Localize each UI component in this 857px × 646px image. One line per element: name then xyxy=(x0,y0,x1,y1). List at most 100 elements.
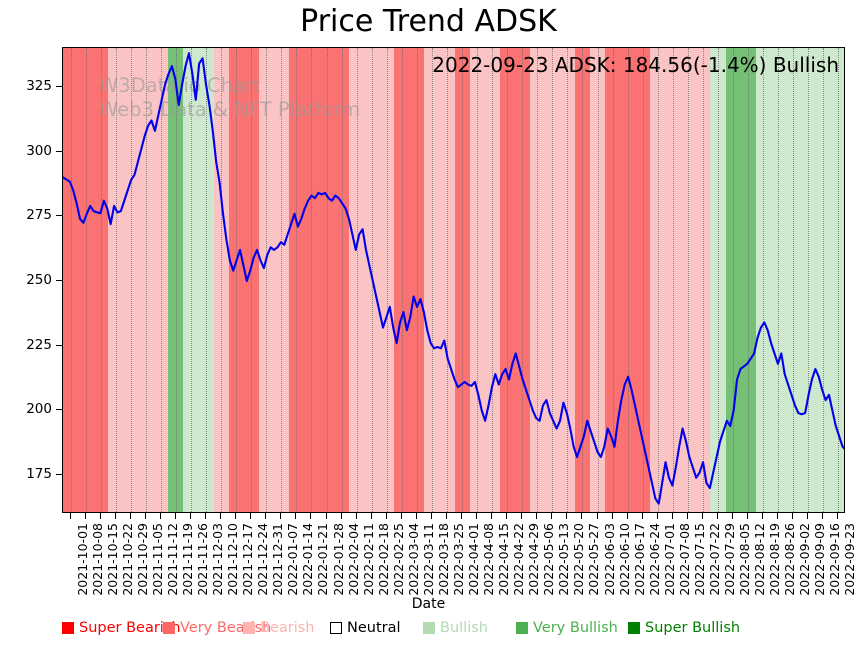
gridline xyxy=(446,48,448,512)
x-tick-mark xyxy=(250,513,252,519)
x-tick-mark xyxy=(280,513,282,519)
x-tick-label: 2022-06-10 xyxy=(616,523,632,596)
gridline xyxy=(702,48,704,512)
legend-label: Bullish xyxy=(440,620,488,636)
x-tick-mark xyxy=(370,513,372,519)
x-tick-label: 2022-03-18 xyxy=(435,523,451,596)
price-line-layer xyxy=(63,48,844,512)
sentiment-band xyxy=(830,48,844,512)
x-tick-mark xyxy=(626,513,628,519)
gridline xyxy=(100,48,102,512)
gridline xyxy=(582,48,584,512)
gridline xyxy=(296,48,298,512)
gridline xyxy=(326,48,328,512)
x-tick-mark xyxy=(762,513,764,519)
legend-label: Neutral xyxy=(347,620,401,636)
x-tick-label: 2022-07-22 xyxy=(706,523,722,596)
plot-area[interactable]: W3Data.io Chart Web3 Data & NFT Platform… xyxy=(62,47,845,513)
gridline xyxy=(416,48,418,512)
x-tick-label: 2022-04-08 xyxy=(481,523,497,596)
gridline xyxy=(477,48,479,512)
y-tick-label: 275 xyxy=(26,207,52,224)
gridline xyxy=(642,48,644,512)
x-tick-label: 2021-11-05 xyxy=(149,523,165,596)
gridline xyxy=(311,48,313,512)
y-axis-label: ADSK xyxy=(0,241,2,280)
x-tick-mark xyxy=(220,513,222,519)
x-tick-mark xyxy=(415,513,417,519)
x-tick-label: 2022-08-26 xyxy=(782,523,798,596)
x-tick-mark xyxy=(596,513,598,519)
gridline xyxy=(672,48,674,512)
legend-entry[interactable]: Bearish xyxy=(243,620,315,636)
legend-entry[interactable]: Bullish xyxy=(423,620,488,636)
x-tick-mark xyxy=(807,513,809,519)
legend-swatch xyxy=(516,622,528,634)
legend-label: Super Bearish xyxy=(79,620,181,636)
gridline xyxy=(130,48,132,512)
x-tick-label: 2021-10-22 xyxy=(119,523,135,596)
gridline xyxy=(386,48,388,512)
x-tick-label: 2022-07-08 xyxy=(676,523,692,596)
gridline xyxy=(778,48,780,512)
x-tick-mark xyxy=(701,513,703,519)
x-tick-mark xyxy=(295,513,297,519)
x-tick-label: 2021-10-08 xyxy=(89,523,105,596)
legend-swatch xyxy=(423,622,435,634)
y-tick-label: 225 xyxy=(26,336,52,353)
x-tick-label: 2021-12-10 xyxy=(225,523,241,596)
legend-swatch xyxy=(243,622,255,634)
x-tick-mark xyxy=(189,513,191,519)
x-tick-label: 2021-12-17 xyxy=(240,523,256,596)
gridline xyxy=(507,48,509,512)
x-tick-label: 2022-01-07 xyxy=(285,523,301,596)
x-tick-label: 2022-06-03 xyxy=(601,523,617,596)
x-tick-label: 2022-07-29 xyxy=(722,523,737,596)
annotation-layer: 2022-09-23 ADSK: 184.56(-1.4%) Bullish xyxy=(63,48,844,512)
legend-label: Bearish xyxy=(260,620,315,636)
legend-entry[interactable]: Super Bearish xyxy=(62,620,181,636)
x-tick-label: 2021-12-24 xyxy=(255,523,271,596)
x-tick-mark xyxy=(732,513,734,519)
x-tick-label: 2022-02-18 xyxy=(375,523,391,596)
x-tick-label: 2022-01-21 xyxy=(315,523,331,596)
gridline xyxy=(281,48,283,512)
x-tick-label: 2021-12-03 xyxy=(210,523,226,596)
y-tick-mark xyxy=(56,150,62,152)
x-tick-label: 2022-08-12 xyxy=(752,523,768,596)
y-tick-label: 250 xyxy=(26,272,52,288)
x-tick-label: 2022-06-17 xyxy=(631,523,647,596)
gridline xyxy=(627,48,629,512)
x-tick-label: 2022-07-15 xyxy=(691,523,707,596)
x-tick-mark xyxy=(536,513,538,519)
y-tick-label: 175 xyxy=(26,466,52,483)
x-tick-mark xyxy=(69,513,71,519)
x-tick-mark xyxy=(611,513,613,519)
gridline xyxy=(190,48,192,512)
gridline xyxy=(612,48,614,512)
gridline xyxy=(431,48,433,512)
gridline xyxy=(401,48,403,512)
y-tick-label: 300 xyxy=(26,142,52,159)
y-tick-mark xyxy=(56,474,62,476)
legend-entry[interactable]: Very Bullish xyxy=(516,620,618,636)
x-tick-mark xyxy=(385,513,387,519)
x-tick-mark xyxy=(476,513,478,519)
y-tick-mark xyxy=(56,85,62,87)
x-tick-mark xyxy=(84,513,86,519)
gridline xyxy=(175,48,177,512)
x-tick-label: 2022-09-23 xyxy=(842,523,857,596)
watermark: W3Data.io Chart Web3 Data & NFT Platform xyxy=(63,48,844,512)
x-tick-label: 2022-05-27 xyxy=(586,523,602,596)
x-tick-label: 2021-10-29 xyxy=(134,523,150,596)
x-tick-label: 2021-10-15 xyxy=(104,523,120,596)
x-tick-mark xyxy=(310,513,312,519)
legend-entry[interactable]: Super Bullish xyxy=(628,620,740,636)
gridline xyxy=(115,48,117,512)
x-tick-label: 2022-01-14 xyxy=(300,523,316,596)
x-tick-label: 2022-09-16 xyxy=(827,523,843,596)
legend-entry[interactable]: Neutral xyxy=(330,620,401,636)
gridline xyxy=(356,48,358,512)
legend-swatch xyxy=(62,622,74,634)
